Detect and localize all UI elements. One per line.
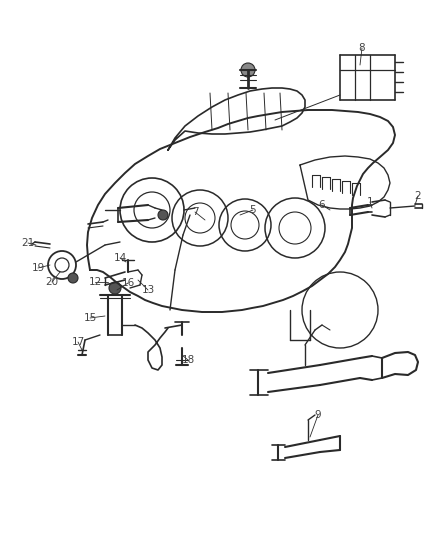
Circle shape — [241, 63, 255, 77]
Text: 12: 12 — [88, 277, 102, 287]
Circle shape — [109, 282, 121, 294]
Text: 7: 7 — [192, 207, 198, 217]
Text: 8: 8 — [359, 43, 365, 53]
Text: 9: 9 — [314, 410, 321, 420]
Text: 20: 20 — [46, 277, 59, 287]
Text: 18: 18 — [181, 355, 194, 365]
Text: 13: 13 — [141, 285, 155, 295]
Circle shape — [158, 210, 168, 220]
Text: 16: 16 — [121, 278, 134, 288]
Text: 17: 17 — [71, 337, 85, 347]
Text: 21: 21 — [21, 238, 35, 248]
Text: 6: 6 — [319, 200, 325, 210]
Text: 5: 5 — [250, 205, 256, 215]
Text: 15: 15 — [83, 313, 97, 323]
Circle shape — [68, 273, 78, 283]
Text: 19: 19 — [32, 263, 45, 273]
Text: 1: 1 — [367, 197, 373, 207]
Text: 14: 14 — [113, 253, 127, 263]
Text: 2: 2 — [415, 191, 421, 201]
